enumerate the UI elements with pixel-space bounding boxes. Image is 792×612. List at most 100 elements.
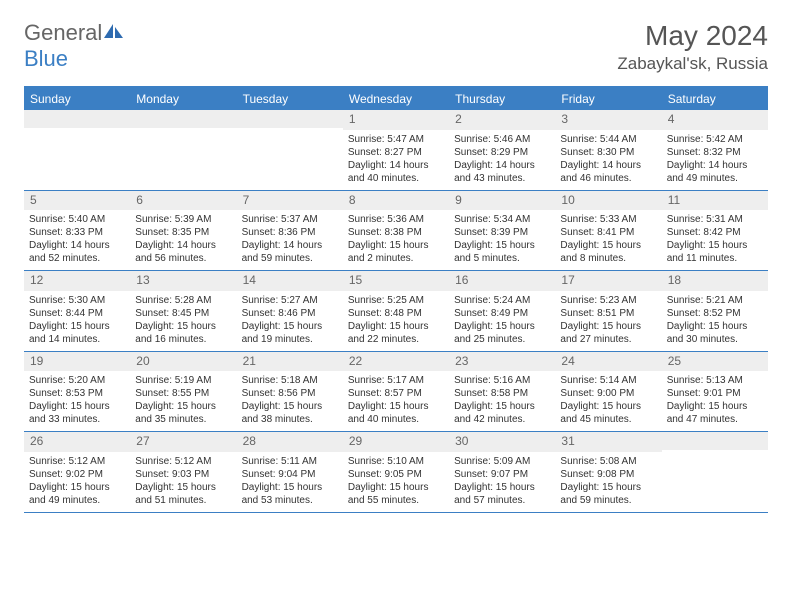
dow-mon: Monday	[130, 88, 236, 110]
sunset-text: Sunset: 8:33 PM	[29, 226, 125, 239]
day-info: Sunrise: 5:33 AMSunset: 8:41 PMDaylight:…	[555, 210, 661, 270]
day-info	[24, 128, 130, 180]
day-info: Sunrise: 5:11 AMSunset: 9:04 PMDaylight:…	[237, 452, 343, 512]
daylight-text: Daylight: 15 hours and 14 minutes.	[29, 320, 125, 346]
sunset-text: Sunset: 9:08 PM	[560, 468, 656, 481]
week-row: 12Sunrise: 5:30 AMSunset: 8:44 PMDayligh…	[24, 271, 768, 352]
daylight-text: Daylight: 15 hours and 33 minutes.	[29, 400, 125, 426]
sunrise-text: Sunrise: 5:23 AM	[560, 294, 656, 307]
day-number: 8	[343, 191, 449, 211]
dow-wed: Wednesday	[343, 88, 449, 110]
day-number: 21	[237, 352, 343, 372]
day-cell: 19Sunrise: 5:20 AMSunset: 8:53 PMDayligh…	[24, 352, 130, 432]
day-cell: 18Sunrise: 5:21 AMSunset: 8:52 PMDayligh…	[662, 271, 768, 351]
day-cell: 24Sunrise: 5:14 AMSunset: 9:00 PMDayligh…	[555, 352, 661, 432]
sunrise-text: Sunrise: 5:18 AM	[242, 374, 338, 387]
sunset-text: Sunset: 8:56 PM	[242, 387, 338, 400]
sunrise-text: Sunrise: 5:12 AM	[29, 455, 125, 468]
day-cell: 2Sunrise: 5:46 AMSunset: 8:29 PMDaylight…	[449, 110, 555, 190]
day-info: Sunrise: 5:37 AMSunset: 8:36 PMDaylight:…	[237, 210, 343, 270]
daylight-text: Daylight: 15 hours and 59 minutes.	[560, 481, 656, 507]
calendar-grid: Sunday Monday Tuesday Wednesday Thursday…	[24, 86, 768, 513]
day-number: 22	[343, 352, 449, 372]
day-number	[130, 110, 236, 128]
day-info: Sunrise: 5:40 AMSunset: 8:33 PMDaylight:…	[24, 210, 130, 270]
day-cell: 30 Sunrise: 5:09 AMSunset: 9:07 PMDayligh…	[449, 432, 555, 512]
sunrise-text: Sunrise: 5:09 AM	[454, 455, 550, 468]
sunset-text: Sunset: 9:02 PM	[29, 468, 125, 481]
daylight-text: Daylight: 14 hours and 56 minutes.	[135, 239, 231, 265]
day-cell: 3Sunrise: 5:44 AMSunset: 8:30 PMDaylight…	[555, 110, 661, 190]
sunrise-text: Sunrise: 5:20 AM	[29, 374, 125, 387]
sunrise-text: Sunrise: 5:14 AM	[560, 374, 656, 387]
day-cell	[130, 110, 236, 190]
daylight-text: Daylight: 15 hours and 2 minutes.	[348, 239, 444, 265]
day-info: Sunrise: 5:12 AMSunset: 9:02 PMDaylight:…	[24, 452, 130, 512]
day-info: Sunrise: 5:17 AMSunset: 8:57 PMDaylight:…	[343, 371, 449, 431]
day-cell: 9Sunrise: 5:34 AMSunset: 8:39 PMDaylight…	[449, 191, 555, 271]
day-info: Sunrise: 5:16 AMSunset: 8:58 PMDaylight:…	[449, 371, 555, 431]
day-number: 18	[662, 271, 768, 291]
sunset-text: Sunset: 9:07 PM	[454, 468, 550, 481]
day-info: Sunrise: 5:24 AMSunset: 8:49 PMDaylight:…	[449, 291, 555, 351]
daylight-text: Daylight: 15 hours and 30 minutes.	[667, 320, 763, 346]
day-info: Sunrise: 5:10 AMSunset: 9:05 PMDaylight:…	[343, 452, 449, 512]
day-info	[662, 450, 768, 502]
week-row: 1Sunrise: 5:47 AMSunset: 8:27 PMDaylight…	[24, 110, 768, 191]
day-number: 20	[130, 352, 236, 372]
dow-fri: Friday	[555, 88, 661, 110]
daylight-text: Daylight: 14 hours and 49 minutes.	[667, 159, 763, 185]
daylight-text: Daylight: 15 hours and 47 minutes.	[667, 400, 763, 426]
day-number: 1	[343, 110, 449, 130]
sunrise-text: Sunrise: 5:24 AM	[454, 294, 550, 307]
daylight-text: Daylight: 15 hours and 57 minutes.	[454, 481, 550, 507]
week-row: 5Sunrise: 5:40 AMSunset: 8:33 PMDaylight…	[24, 191, 768, 272]
daylight-text: Daylight: 15 hours and 53 minutes.	[242, 481, 338, 507]
day-cell: 5Sunrise: 5:40 AMSunset: 8:33 PMDaylight…	[24, 191, 130, 271]
sunset-text: Sunset: 8:39 PM	[454, 226, 550, 239]
sunset-text: Sunset: 8:27 PM	[348, 146, 444, 159]
day-cell	[662, 432, 768, 512]
sunset-text: Sunset: 8:38 PM	[348, 226, 444, 239]
day-cell: 27Sunrise: 5:12 AMSunset: 9:03 PMDayligh…	[130, 432, 236, 512]
dow-sat: Saturday	[662, 88, 768, 110]
day-cell: 4Sunrise: 5:42 AMSunset: 8:32 PMDaylight…	[662, 110, 768, 190]
sunset-text: Sunset: 8:55 PM	[135, 387, 231, 400]
day-info: Sunrise: 5:34 AMSunset: 8:39 PMDaylight:…	[449, 210, 555, 270]
day-number: 3	[555, 110, 661, 130]
daylight-text: Daylight: 15 hours and 42 minutes.	[454, 400, 550, 426]
sunrise-text: Sunrise: 5:11 AM	[242, 455, 338, 468]
day-number: 15	[343, 271, 449, 291]
sail-icon	[104, 20, 124, 46]
daylight-text: Daylight: 14 hours and 59 minutes.	[242, 239, 338, 265]
day-cell: 25Sunrise: 5:13 AMSunset: 9:01 PMDayligh…	[662, 352, 768, 432]
sunrise-text: Sunrise: 5:08 AM	[560, 455, 656, 468]
daylight-text: Daylight: 15 hours and 51 minutes.	[135, 481, 231, 507]
sunset-text: Sunset: 8:48 PM	[348, 307, 444, 320]
daylight-text: Daylight: 15 hours and 16 minutes.	[135, 320, 231, 346]
day-info: Sunrise: 5:27 AMSunset: 8:46 PMDaylight:…	[237, 291, 343, 351]
day-number: 9	[449, 191, 555, 211]
dow-row: Sunday Monday Tuesday Wednesday Thursday…	[24, 88, 768, 110]
sunrise-text: Sunrise: 5:10 AM	[348, 455, 444, 468]
day-number: 19	[24, 352, 130, 372]
day-cell: 23Sunrise: 5:16 AMSunset: 8:58 PMDayligh…	[449, 352, 555, 432]
day-info: Sunrise: 5:23 AMSunset: 8:51 PMDaylight:…	[555, 291, 661, 351]
sunset-text: Sunset: 8:35 PM	[135, 226, 231, 239]
day-number: 4	[662, 110, 768, 130]
day-cell: 16Sunrise: 5:24 AMSunset: 8:49 PMDayligh…	[449, 271, 555, 351]
sunrise-text: Sunrise: 5:42 AM	[667, 133, 763, 146]
day-number: 31	[555, 432, 661, 452]
week-row: 19Sunrise: 5:20 AMSunset: 8:53 PMDayligh…	[24, 352, 768, 433]
dow-sun: Sunday	[24, 88, 130, 110]
sunrise-text: Sunrise: 5:21 AM	[667, 294, 763, 307]
day-number: 30	[449, 432, 555, 452]
day-number: 2	[449, 110, 555, 130]
daylight-text: Daylight: 15 hours and 55 minutes.	[348, 481, 444, 507]
sunrise-text: Sunrise: 5:31 AM	[667, 213, 763, 226]
day-info: Sunrise: 5:25 AMSunset: 8:48 PMDaylight:…	[343, 291, 449, 351]
sunset-text: Sunset: 9:01 PM	[667, 387, 763, 400]
day-number	[237, 110, 343, 128]
day-number: 24	[555, 352, 661, 372]
calendar-page: GeneralBlue May 2024 Zabaykal'sk, Russia…	[0, 0, 792, 533]
